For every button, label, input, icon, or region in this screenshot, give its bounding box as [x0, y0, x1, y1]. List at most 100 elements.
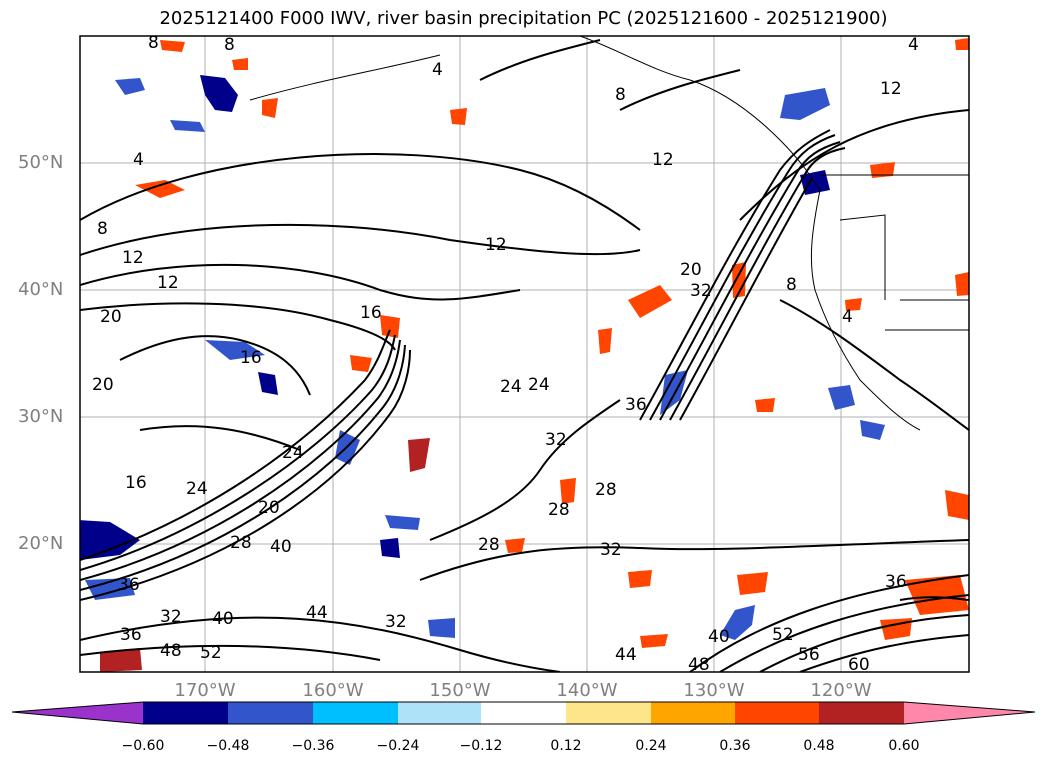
lat-label: 20°N — [18, 533, 64, 554]
blue-blob — [428, 618, 455, 638]
blue-blob — [860, 420, 885, 440]
colorbar — [11, 701, 1036, 725]
blue-blob — [85, 578, 135, 600]
contour-label: 36 — [118, 575, 140, 595]
colorbar-segment — [143, 702, 228, 724]
red-blob — [135, 180, 185, 198]
contour-label: 28 — [548, 500, 570, 520]
contour-label: 8 — [615, 85, 626, 105]
red-blob — [350, 355, 372, 372]
red-blob — [955, 38, 969, 50]
lon-label: 170°W — [174, 680, 236, 701]
blue-blob — [115, 78, 145, 95]
lat-label: 30°N — [18, 406, 64, 427]
colorbar-tick: −0.24 — [376, 738, 420, 754]
contour-label: 8 — [224, 35, 235, 55]
blue-blob — [720, 605, 755, 640]
contour-label: 8 — [148, 33, 159, 53]
contour-label: 28 — [595, 480, 617, 500]
contour-label: 52 — [772, 625, 794, 645]
red-blob — [160, 40, 185, 52]
contour-label: 4 — [908, 35, 919, 55]
red-blob — [732, 262, 746, 298]
contour-label: 48 — [688, 655, 710, 675]
contour-label: 8 — [786, 275, 797, 295]
contour-label: 4 — [842, 307, 853, 327]
colorbar-segment — [481, 702, 566, 724]
colorbar-segment — [313, 702, 398, 724]
red-blob — [598, 328, 612, 354]
colorbar-tick: 0.24 — [635, 738, 667, 754]
colorbar-segment — [398, 702, 481, 724]
blue-blob — [385, 515, 420, 530]
contour-label: 36 — [625, 395, 647, 415]
red-blob — [755, 398, 775, 412]
colorbar-segment — [819, 702, 904, 724]
contour-label: 24 — [186, 479, 208, 499]
map-title: 2025121400 F000 IWV, river basin precipi… — [159, 8, 888, 29]
red-blob — [505, 538, 525, 553]
lon-label: 160°W — [302, 680, 364, 701]
contour-label: 32 — [385, 612, 407, 632]
blue-blob — [80, 520, 140, 560]
contour-label: 32 — [160, 607, 182, 627]
blue-blob — [205, 340, 265, 360]
colorbar-tick: −0.12 — [459, 738, 503, 754]
red-blob — [870, 162, 895, 178]
lon-label: 120°W — [810, 680, 872, 701]
red-blob — [955, 272, 969, 296]
contour-label: 36 — [885, 572, 907, 592]
contour-label: 24 — [528, 375, 550, 395]
contour-label: 12 — [652, 150, 674, 170]
iwv-contours — [80, 39, 969, 672]
blue-blob — [258, 372, 278, 395]
contour-label: 4 — [432, 60, 443, 80]
contour-label: 24 — [500, 377, 522, 397]
contour-label: 56 — [798, 645, 820, 665]
lon-label: 150°W — [429, 680, 491, 701]
red-blob — [737, 572, 768, 595]
red-blob — [945, 490, 969, 520]
contour-label: 40 — [270, 537, 292, 557]
red-blob — [628, 285, 672, 318]
contour-label: 28 — [478, 535, 500, 555]
contour-label: 4 — [133, 150, 144, 170]
contour-label: 20 — [680, 260, 702, 280]
contour-label: 48 — [160, 641, 182, 661]
blue-blob — [170, 120, 205, 132]
colorbar-tick: 0.60 — [888, 738, 920, 754]
colorbar-segment — [228, 702, 313, 724]
blue-blob — [828, 385, 855, 410]
contour-label: 60 — [848, 655, 870, 675]
contour-label: 44 — [615, 645, 637, 665]
contour-label: 12 — [122, 248, 144, 268]
colorbar-segment — [566, 702, 651, 724]
contour-label: 44 — [306, 603, 328, 623]
contour-label: 16 — [360, 303, 382, 323]
contour-label: 52 — [200, 643, 222, 663]
colorbar-tick: 0.36 — [719, 738, 751, 754]
colorbar-segment — [12, 702, 143, 724]
blue-blob — [200, 75, 238, 112]
lon-label: 130°W — [683, 680, 745, 701]
coastlines — [249, 36, 969, 431]
contour-label: 20 — [100, 307, 122, 327]
contour-label: 36 — [120, 625, 142, 645]
contour-label: 24 — [282, 443, 304, 463]
contour-label: 32 — [690, 281, 712, 301]
contour-label: 28 — [230, 533, 252, 553]
contour-label: 20 — [92, 375, 114, 395]
red-blob — [905, 575, 969, 615]
contour-label: 40 — [708, 627, 730, 647]
lat-label: 50°N — [18, 152, 64, 173]
colorbar-tick: 0.12 — [550, 738, 582, 754]
contour-label: 16 — [240, 348, 262, 368]
red-blob — [262, 98, 278, 118]
colorbar-tick: −0.60 — [121, 738, 165, 754]
blue-blob — [380, 538, 400, 558]
contour-label: 16 — [125, 473, 147, 493]
contour-label: 12 — [880, 79, 902, 99]
precip-blobs — [80, 38, 969, 672]
lat-label: 40°N — [18, 279, 64, 300]
